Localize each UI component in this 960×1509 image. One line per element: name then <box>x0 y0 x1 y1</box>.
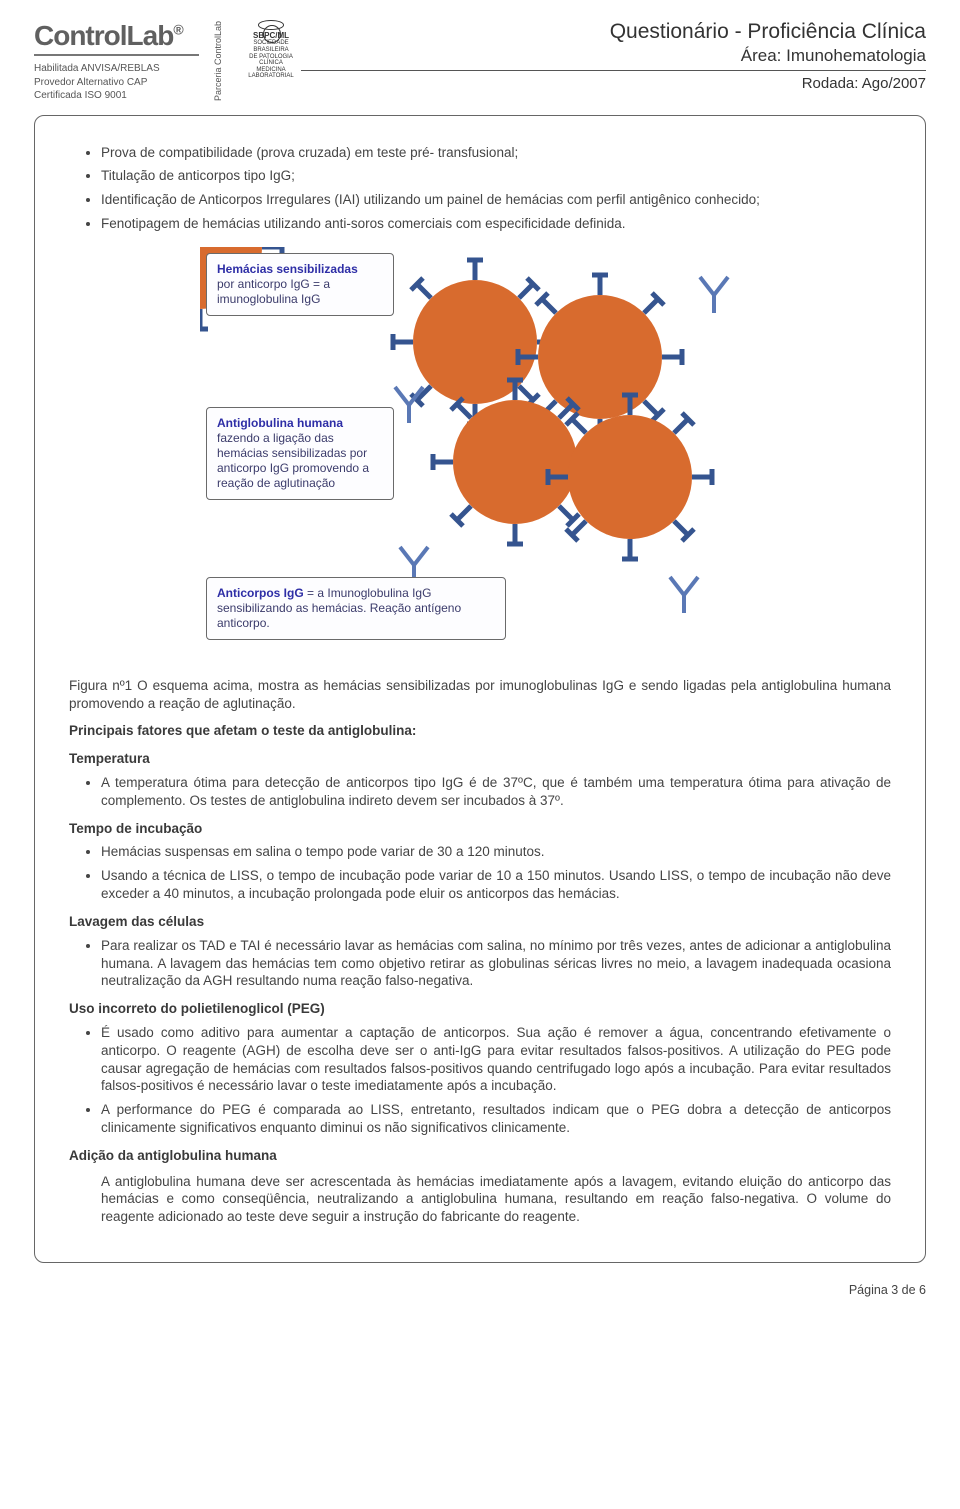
partner-vertical-label: Parceria ControlLab <box>213 21 223 101</box>
section-cell-washing: Lavagem das células <box>69 913 891 931</box>
agglutination-diagram: Hemácias sensibilizadas por anticorpo Ig… <box>200 247 760 667</box>
list-item: Para realizar os TAD e TAI é necessário … <box>101 937 891 990</box>
list-item: Titulação de anticorpos tipo IgG; <box>101 167 891 185</box>
paragraph: A antiglobulina humana deve ser acrescen… <box>101 1173 891 1226</box>
list-item: A performance do PEG é comparada ao LISS… <box>101 1101 891 1137</box>
document-title: Questionário - Proficiência Clínica <box>301 20 926 44</box>
list-item: Identificação de Anticorpos Irregulares … <box>101 191 891 209</box>
content-box: Prova de compatibilidade (prova cruzada)… <box>34 115 926 1264</box>
list-item: A temperatura ótima para detecção de ant… <box>101 774 891 810</box>
list-item: Hemácias suspensas em salina o tempo pod… <box>101 843 891 861</box>
list-item: É usado como aditivo para aumentar a cap… <box>101 1024 891 1095</box>
callout-igg: Anticorpos IgG = a Imunoglobulina IgG se… <box>206 577 506 640</box>
list-item: Prova de compatibilidade (prova cruzada)… <box>101 144 891 162</box>
section-temperature: Temperatura <box>69 750 891 768</box>
section-incubation-time: Tempo de incubação <box>69 820 891 838</box>
callout-antiglobulin: Antiglobulina humana fazendo a ligação d… <box>206 407 394 500</box>
section-antiglobulin-addition: Adição da antiglobulina humana <box>69 1147 891 1165</box>
document-area: Área: Imunohematologia <box>301 46 926 66</box>
section-principal-factors: Principais fatores que afetam o teste da… <box>69 722 891 740</box>
page-number: Página 3 de 6 <box>34 1283 926 1297</box>
list-item: Usando a técnica de LISS, o tempo de inc… <box>101 867 891 903</box>
section-peg: Uso incorreto do polietilenoglicol (PEG) <box>69 1000 891 1018</box>
intro-bullets: Prova de compatibilidade (prova cruzada)… <box>69 144 891 233</box>
partner-logo: SBPC/ML SOCIEDADE BRASILEIRA DE PATOLOGI… <box>241 20 301 80</box>
document-round: Rodada: Ago/2007 <box>301 75 926 92</box>
page-header: ControlLab® Habilitada ANVISA/REBLAS Pro… <box>34 20 926 103</box>
brand-logo: ControlLab® <box>34 20 199 56</box>
list-item: Fenotipagem de hemácias utilizando anti-… <box>101 215 891 233</box>
figure-caption: Figura nº1 O esquema acima, mostra as he… <box>69 677 891 713</box>
callout-sensitized-rbc: Hemácias sensibilizadas por anticorpo Ig… <box>206 253 394 316</box>
certification-lines: Habilitada ANVISA/REBLAS Provedor Altern… <box>34 62 199 103</box>
